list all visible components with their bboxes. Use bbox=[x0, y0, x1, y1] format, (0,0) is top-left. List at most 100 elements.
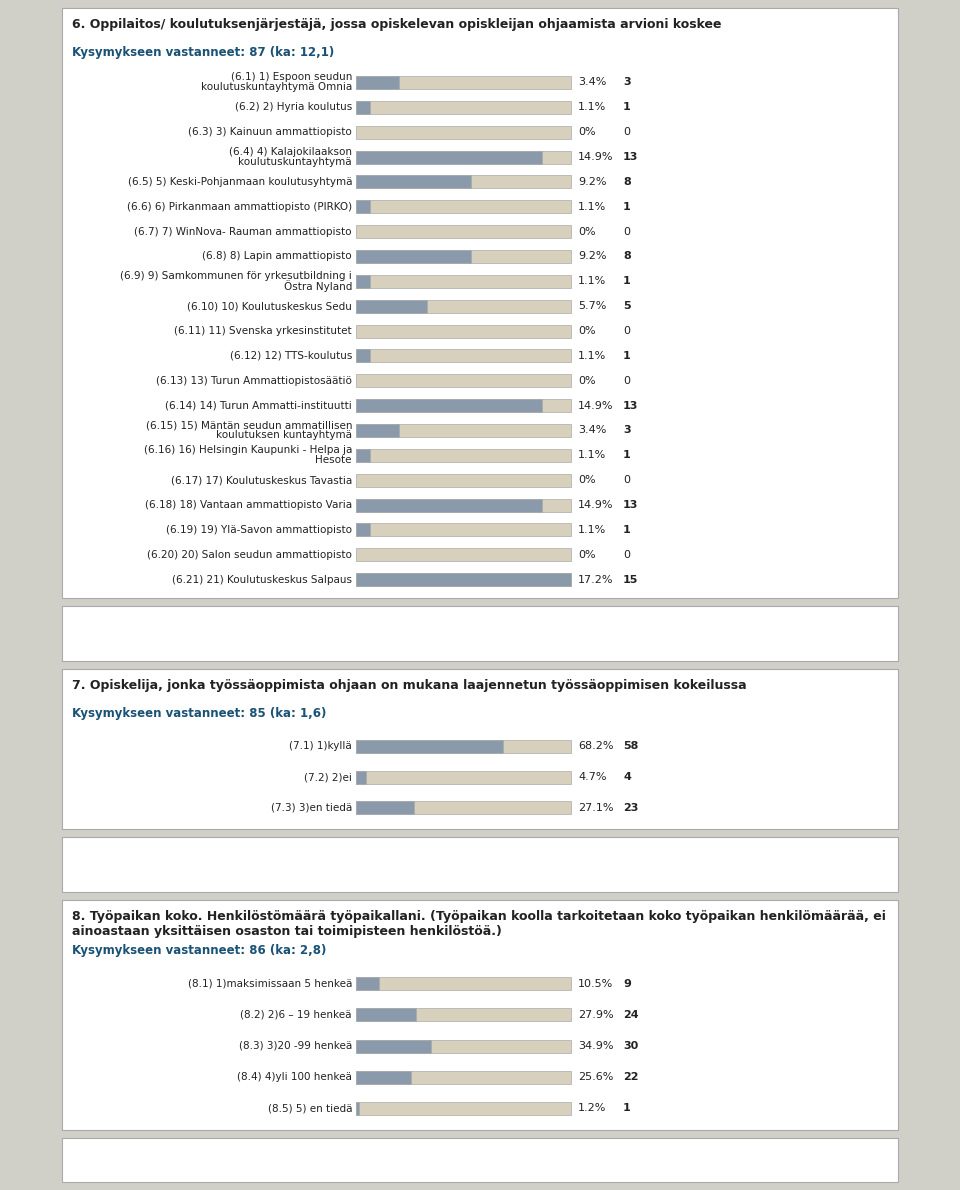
Text: koulutuskuntayhtymä: koulutuskuntayhtymä bbox=[238, 157, 352, 167]
Text: 0%: 0% bbox=[578, 475, 595, 486]
Bar bbox=[356, 574, 571, 585]
Bar bbox=[62, 1138, 898, 1182]
Text: (6.16) 16) Helsingin Kaupunki - Helpa ja: (6.16) 16) Helsingin Kaupunki - Helpa ja bbox=[144, 445, 352, 456]
Text: 5: 5 bbox=[623, 301, 631, 311]
Bar bbox=[356, 399, 542, 412]
Text: Kysymykseen vastanneet: 86 (ka: 2,8): Kysymykseen vastanneet: 86 (ka: 2,8) bbox=[72, 944, 326, 957]
Bar bbox=[356, 101, 370, 114]
Bar bbox=[62, 669, 898, 829]
Text: Östra Nyland: Östra Nyland bbox=[283, 281, 352, 293]
Bar bbox=[356, 1040, 431, 1052]
Text: (7.2) 2)ei: (7.2) 2)ei bbox=[304, 772, 352, 782]
Text: 1.1%: 1.1% bbox=[578, 525, 607, 534]
Bar bbox=[356, 977, 571, 990]
Bar bbox=[356, 325, 571, 338]
Bar bbox=[356, 449, 571, 462]
Text: 0%: 0% bbox=[578, 127, 595, 137]
Text: 1.2%: 1.2% bbox=[578, 1103, 607, 1114]
Text: 1.1%: 1.1% bbox=[578, 450, 607, 461]
Text: (7.1) 1)kyllä: (7.1) 1)kyllä bbox=[289, 741, 352, 751]
Text: 14.9%: 14.9% bbox=[578, 152, 613, 162]
Text: (6.6) 6) Pirkanmaan ammattiopisto (PIRKO): (6.6) 6) Pirkanmaan ammattiopisto (PIRKO… bbox=[127, 202, 352, 212]
Bar bbox=[356, 977, 378, 990]
Text: (8.3) 3)20 -99 henkeä: (8.3) 3)20 -99 henkeä bbox=[239, 1041, 352, 1051]
Bar bbox=[356, 275, 370, 288]
Bar bbox=[356, 76, 571, 89]
Text: (6.17) 17) Koulutuskeskus Tavastia: (6.17) 17) Koulutuskeskus Tavastia bbox=[171, 475, 352, 486]
Bar bbox=[356, 374, 571, 387]
Text: 34.9%: 34.9% bbox=[578, 1041, 613, 1051]
Bar bbox=[356, 175, 571, 188]
Text: Kysymykseen vastanneet: 85 (ka: 1,6): Kysymykseen vastanneet: 85 (ka: 1,6) bbox=[72, 707, 326, 720]
Bar bbox=[356, 801, 415, 814]
Text: 0%: 0% bbox=[578, 550, 595, 559]
Bar bbox=[356, 449, 370, 462]
Text: (6.14) 14) Turun Ammatti-instituutti: (6.14) 14) Turun Ammatti-instituutti bbox=[165, 401, 352, 411]
Bar bbox=[356, 175, 471, 188]
Bar bbox=[62, 837, 898, 892]
Text: 1: 1 bbox=[623, 525, 631, 534]
Bar bbox=[62, 900, 898, 1130]
Text: (6.1) 1) Espoon seudun: (6.1) 1) Espoon seudun bbox=[230, 73, 352, 82]
Text: 8. Työpaikan koko. Henkilöstömäärä työpaikallani. (Työpaikan koolla tarkoitetaan: 8. Työpaikan koko. Henkilöstömäärä työpa… bbox=[72, 910, 886, 938]
Bar bbox=[356, 1040, 571, 1052]
Text: 9: 9 bbox=[623, 978, 631, 989]
Text: (6.9) 9) Samkommunen för yrkesutbildning i: (6.9) 9) Samkommunen för yrkesutbildning… bbox=[120, 271, 352, 281]
Text: 3.4%: 3.4% bbox=[578, 426, 607, 436]
Text: 1: 1 bbox=[623, 351, 631, 361]
Bar bbox=[356, 770, 366, 783]
Text: 3.4%: 3.4% bbox=[578, 77, 607, 87]
Text: 8: 8 bbox=[623, 177, 631, 187]
Text: (6.10) 10) Koulutuskeskus Sedu: (6.10) 10) Koulutuskeskus Sedu bbox=[187, 301, 352, 311]
Bar bbox=[356, 150, 571, 163]
Text: 0%: 0% bbox=[578, 326, 595, 336]
Bar bbox=[356, 250, 571, 263]
Text: Hesote: Hesote bbox=[316, 456, 352, 465]
Text: 25.6%: 25.6% bbox=[578, 1072, 613, 1082]
Text: (6.5) 5) Keski-Pohjanmaan koulutusyhtymä: (6.5) 5) Keski-Pohjanmaan koulutusyhtymä bbox=[128, 177, 352, 187]
Text: 27.9%: 27.9% bbox=[578, 1010, 613, 1020]
Text: (8.2) 2)6 – 19 henkeä: (8.2) 2)6 – 19 henkeä bbox=[241, 1010, 352, 1020]
Text: (6.21) 21) Koulutuskeskus Salpaus: (6.21) 21) Koulutuskeskus Salpaus bbox=[172, 575, 352, 584]
Text: 10.5%: 10.5% bbox=[578, 978, 613, 989]
Bar bbox=[356, 1008, 416, 1021]
Bar bbox=[62, 606, 898, 660]
Text: (6.19) 19) Ylä-Savon ammattiopisto: (6.19) 19) Ylä-Savon ammattiopisto bbox=[166, 525, 352, 534]
Bar bbox=[356, 350, 370, 363]
Text: 14.9%: 14.9% bbox=[578, 500, 613, 511]
Text: 5.7%: 5.7% bbox=[578, 301, 607, 311]
Bar bbox=[356, 499, 542, 512]
Text: (6.11) 11) Svenska yrkesinstitutet: (6.11) 11) Svenska yrkesinstitutet bbox=[175, 326, 352, 336]
Text: 1: 1 bbox=[623, 202, 631, 212]
Bar bbox=[356, 399, 571, 412]
Bar bbox=[356, 740, 571, 753]
Text: 23: 23 bbox=[623, 803, 638, 813]
Text: 8: 8 bbox=[623, 251, 631, 262]
Bar bbox=[356, 101, 571, 114]
Bar bbox=[356, 549, 571, 562]
Text: 0: 0 bbox=[623, 226, 630, 237]
Text: 0: 0 bbox=[623, 550, 630, 559]
Bar bbox=[356, 524, 571, 537]
Text: 1: 1 bbox=[623, 276, 631, 287]
Text: (6.7) 7) WinNova- Rauman ammattiopisto: (6.7) 7) WinNova- Rauman ammattiopisto bbox=[134, 226, 352, 237]
Text: 27.1%: 27.1% bbox=[578, 803, 613, 813]
Text: (6.18) 18) Vantaan ammattiopisto Varia: (6.18) 18) Vantaan ammattiopisto Varia bbox=[145, 500, 352, 511]
Text: (6.12) 12) TTS-koulutus: (6.12) 12) TTS-koulutus bbox=[229, 351, 352, 361]
Bar bbox=[356, 574, 571, 585]
Text: 0%: 0% bbox=[578, 226, 595, 237]
Text: 15: 15 bbox=[623, 575, 638, 584]
Bar bbox=[62, 8, 898, 599]
Text: 1: 1 bbox=[623, 1103, 631, 1114]
Bar bbox=[356, 200, 370, 213]
Text: 4.7%: 4.7% bbox=[578, 772, 607, 782]
Text: 1.1%: 1.1% bbox=[578, 351, 607, 361]
Text: 22: 22 bbox=[623, 1072, 638, 1082]
Text: (8.5) 5) en tiedä: (8.5) 5) en tiedä bbox=[268, 1103, 352, 1114]
Text: (8.4) 4)yli 100 henkeä: (8.4) 4)yli 100 henkeä bbox=[237, 1072, 352, 1082]
Text: (6.20) 20) Salon seudun ammattiopisto: (6.20) 20) Salon seudun ammattiopisto bbox=[147, 550, 352, 559]
Text: 1: 1 bbox=[623, 450, 631, 461]
Bar bbox=[356, 1071, 571, 1084]
Bar bbox=[356, 300, 571, 313]
Bar bbox=[356, 499, 571, 512]
